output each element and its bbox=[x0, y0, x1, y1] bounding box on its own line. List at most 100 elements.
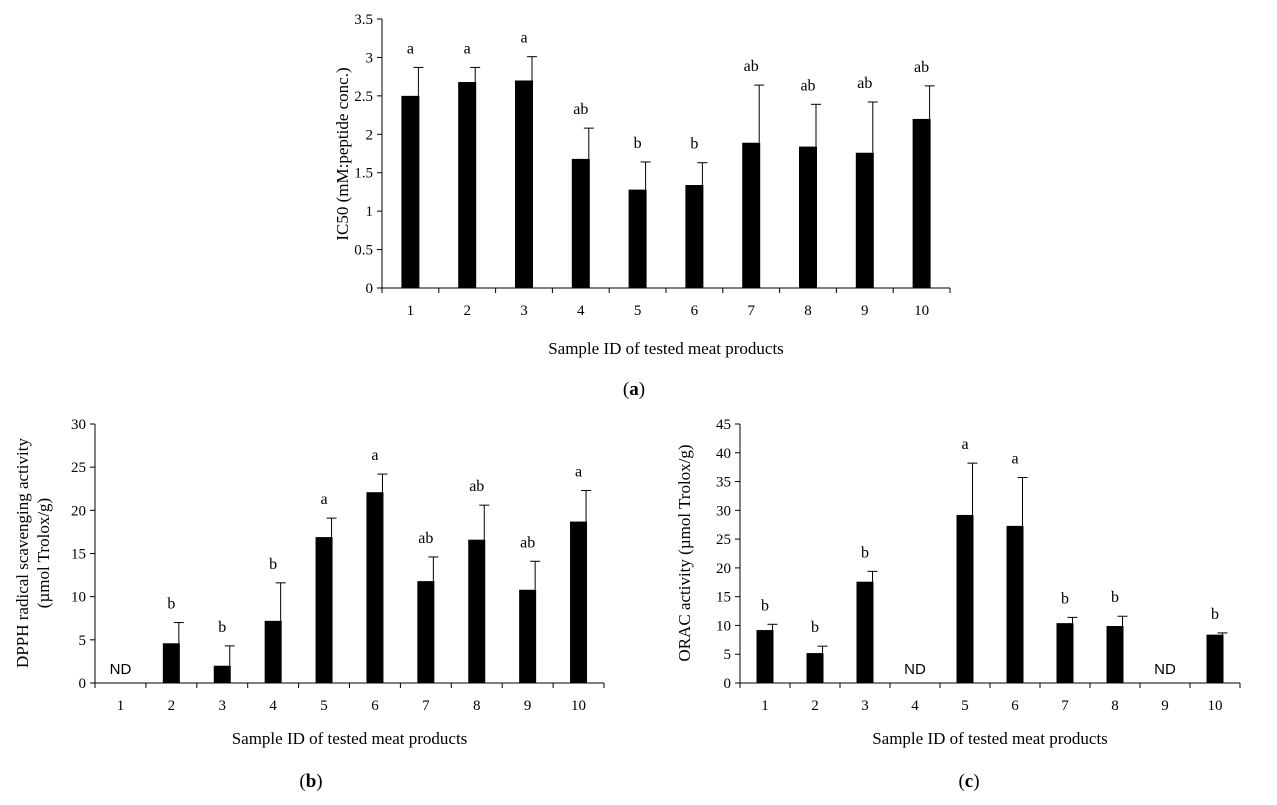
chart3-x-tick-label: 8 bbox=[1111, 698, 1119, 714]
chart2-y-axis-title: DPPH radical scavenging activity bbox=[13, 438, 32, 668]
chart3-y-tick-label: 20 bbox=[716, 561, 731, 577]
chart3-y-tick-label: 5 bbox=[724, 647, 732, 663]
chart3-bar bbox=[956, 514, 974, 683]
chart1-bar bbox=[515, 80, 533, 288]
chart1-significance-letter: ab bbox=[573, 101, 588, 118]
chart2-x-tick-label: 7 bbox=[422, 698, 430, 714]
chart1-y-tick-label: 3.5 bbox=[354, 12, 373, 28]
chart1-x-tick-label: 7 bbox=[747, 303, 755, 319]
chart1-bar bbox=[401, 95, 420, 288]
chart1-significance-letter: b bbox=[690, 136, 698, 153]
chart3-significance-letter: a bbox=[1011, 451, 1018, 468]
chart1-significance-letter: ab bbox=[857, 75, 872, 92]
chart1-significance-letter: ab bbox=[744, 58, 759, 75]
chart2-significance-letter: a bbox=[320, 491, 327, 508]
chart3-significance-letter: a bbox=[961, 436, 968, 453]
chart2-y-tick-label: 30 bbox=[71, 417, 86, 433]
chart1-y-tick-label: 0 bbox=[366, 281, 374, 297]
chart1-significance-letter: a bbox=[407, 40, 414, 57]
chart1-bar bbox=[855, 152, 874, 288]
chart2-x-tick-label: 3 bbox=[219, 698, 227, 714]
chart3-bar bbox=[1206, 634, 1224, 683]
chart3-x-tick-label: 3 bbox=[861, 698, 869, 714]
chart1-y-tick-label: 3 bbox=[366, 50, 374, 66]
chart1-bar bbox=[628, 189, 647, 288]
chart1-bar bbox=[458, 82, 477, 288]
chart1-y-tick-label: 1 bbox=[366, 204, 374, 220]
chart3-x-tick-label: 10 bbox=[1208, 698, 1223, 714]
chart2-bar bbox=[468, 539, 486, 683]
chart2-bar bbox=[264, 620, 282, 683]
chart3-y-tick-label: 45 bbox=[716, 417, 731, 433]
chart3-bar bbox=[806, 653, 824, 683]
chart1-x-tick-label: 3 bbox=[520, 303, 528, 319]
chart1-x-tick-label: 10 bbox=[914, 303, 929, 319]
chart1-bar bbox=[912, 118, 931, 289]
chart2-x-tick-label: 10 bbox=[571, 698, 586, 714]
chart2-y-tick-label: 25 bbox=[71, 460, 86, 476]
chart3-y-tick-label: 35 bbox=[716, 475, 731, 491]
chart1-significance-letter: ab bbox=[800, 77, 815, 94]
chart1-y-tick-label: 2.5 bbox=[354, 89, 373, 105]
chart3-y-tick-label: 10 bbox=[716, 618, 731, 634]
chart3-y-tick-label: 0 bbox=[724, 676, 732, 692]
chart3-significance-letter: b bbox=[1111, 589, 1119, 606]
chart3-x-tick-label: 1 bbox=[761, 698, 769, 714]
chart3-bar bbox=[1056, 623, 1074, 683]
chart2-bar bbox=[417, 581, 435, 683]
chart1-x-tick-label: 4 bbox=[577, 303, 585, 319]
chart2-significance-letter: a bbox=[371, 447, 378, 464]
chart2-significance-letter: ab bbox=[418, 530, 433, 547]
chart2-significance-letter: ab bbox=[469, 478, 484, 495]
chart1-x-tick-label: 5 bbox=[634, 303, 642, 319]
chart3-bar bbox=[756, 630, 774, 683]
chart3-significance-letter: b bbox=[1211, 606, 1219, 623]
chart2-y-tick-label: 10 bbox=[71, 590, 86, 606]
chart2-x-tick-label: 9 bbox=[524, 698, 532, 714]
chart1-bar bbox=[571, 158, 590, 288]
chart1-significance-letter: a bbox=[520, 30, 527, 47]
chart2-y-tick-label: 5 bbox=[79, 633, 87, 649]
chart3-x-tick-label: 4 bbox=[911, 698, 919, 714]
chart3-y-tick-label: 40 bbox=[716, 446, 731, 462]
chart1-x-axis-title: Sample ID of tested meat products bbox=[548, 339, 784, 358]
chart3-bar bbox=[1106, 626, 1124, 683]
chart2-significance-letter: b bbox=[269, 556, 277, 573]
chart2-bar bbox=[366, 492, 384, 683]
chart2-x-tick-label: 8 bbox=[473, 698, 481, 714]
chart1-x-tick-label: 2 bbox=[463, 303, 471, 319]
chart1-y-axis-title: IC50 (mM:peptide conc.) bbox=[333, 67, 352, 240]
chart1-bar bbox=[742, 142, 761, 288]
chart3-panel-label: (c) bbox=[958, 771, 979, 792]
chart1-panel-label: (a) bbox=[623, 379, 645, 400]
chart2-nd-label: ND bbox=[110, 661, 132, 678]
chart1-significance-letter: ab bbox=[914, 59, 929, 76]
chart3-y-tick-label: 30 bbox=[716, 503, 731, 519]
chart2-bar bbox=[315, 537, 333, 683]
chart2-x-tick-label: 1 bbox=[117, 698, 125, 714]
chart1-y-tick-label: 0.5 bbox=[354, 243, 373, 259]
chart2-y-axis-title-line2: (µmol Trolox/g) bbox=[34, 498, 53, 608]
chart3-y-axis-title: ORAC activity (µmol Trolox/g) bbox=[675, 444, 694, 661]
chart3-significance-letter: b bbox=[811, 619, 819, 636]
chart1-x-tick-label: 1 bbox=[407, 303, 415, 319]
chart3-y-tick-label: 15 bbox=[716, 590, 731, 606]
chart3-nd-label: ND bbox=[1154, 661, 1176, 678]
chart2-significance-letter: b bbox=[218, 619, 226, 636]
chart2-y-tick-label: 0 bbox=[79, 676, 87, 692]
chart2-y-tick-label: 20 bbox=[71, 503, 86, 519]
chart2-x-tick-label: 5 bbox=[320, 698, 328, 714]
chart2-y-tick-label: 15 bbox=[71, 547, 86, 563]
chart3-bar bbox=[856, 581, 874, 683]
chart2-bar bbox=[213, 665, 231, 683]
chart2-bar bbox=[162, 643, 180, 683]
chart1-significance-letter: a bbox=[464, 40, 471, 57]
chart2-significance-letter: a bbox=[575, 463, 582, 480]
chart2-bar bbox=[570, 521, 588, 683]
chart2-bar bbox=[519, 589, 537, 683]
chart3-x-axis-title: Sample ID of tested meat products bbox=[872, 729, 1108, 748]
chart3-significance-letter: b bbox=[1061, 590, 1069, 607]
chart1-bar bbox=[799, 146, 817, 288]
chart1-x-tick-label: 9 bbox=[861, 303, 869, 319]
